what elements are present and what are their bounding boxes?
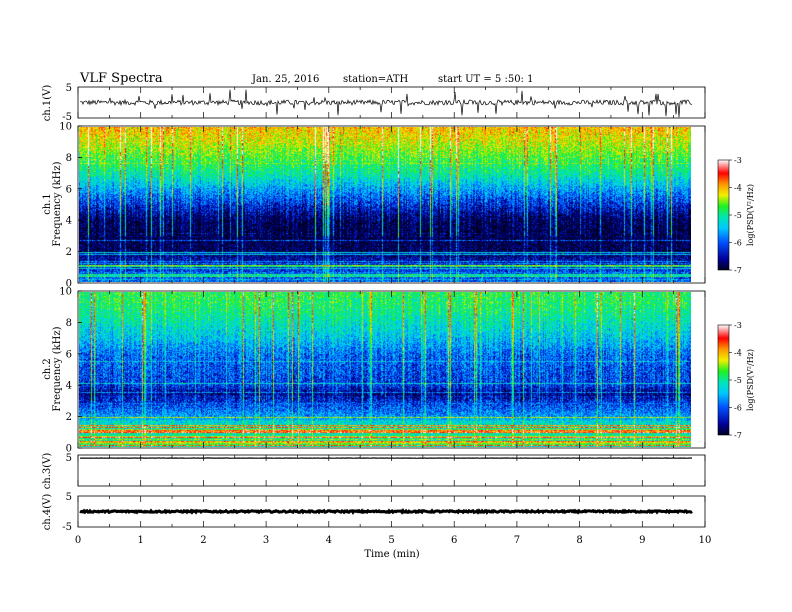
time-tick-label: 4 bbox=[326, 535, 332, 546]
time-tick-label: 8 bbox=[576, 535, 582, 546]
ch4-trace bbox=[79, 508, 693, 515]
ch1-colorbar-label: log(PSD(V²/Hz) bbox=[746, 184, 755, 246]
ch2-colorbar-tick-label: -7 bbox=[734, 431, 742, 440]
ch2-colorbar-tick-label: -3 bbox=[734, 321, 742, 330]
ch2-spectrogram-image bbox=[79, 292, 691, 447]
ch3-waveform-ylabel: ch.3(V) bbox=[42, 453, 53, 490]
time-axis-label: Time (min) bbox=[364, 549, 419, 560]
ch1-spectrogram-ylabel-frequency: Frequency (kHz) bbox=[52, 161, 63, 246]
ch2-colorbar: -3 -4 -5 -6 -7 log(PSD(V²/Hz) bbox=[717, 321, 755, 440]
ch2-spec-ytick-label: 4 bbox=[66, 381, 72, 392]
ch1-spec-ytick-label: 4 bbox=[66, 216, 72, 227]
ch2-spec-ytick-label: 8 bbox=[66, 318, 72, 329]
ch1-waveform-ylabel: ch.1(V) bbox=[42, 85, 53, 122]
time-ticks bbox=[77, 87, 706, 527]
ch1-spec-ytick-label: 6 bbox=[66, 184, 72, 195]
figure-title: VLF Spectra bbox=[79, 71, 163, 86]
spec2-bitmap bbox=[79, 292, 691, 447]
ch1-spec-ytick-label: 10 bbox=[59, 122, 72, 133]
ch2-spectrogram-ylabel-frequency: Frequency (kHz) bbox=[52, 326, 63, 411]
time-tick-label: 1 bbox=[138, 535, 144, 546]
start-time-label: start UT = 5 :50: 1 bbox=[438, 74, 533, 85]
time-tick-label: 7 bbox=[514, 535, 520, 546]
ch1-spec-ytick-label: 0 bbox=[66, 279, 72, 290]
ch2-spectrogram-ylabel-channel: ch.2 bbox=[42, 358, 53, 380]
ch1-colorbar-tick-label: -4 bbox=[734, 184, 742, 193]
ch2-colorbar-tick-label: -5 bbox=[734, 376, 742, 385]
ch4-ytick-top: 5 bbox=[66, 492, 72, 503]
ch1-ytick-top: 5 bbox=[66, 83, 72, 94]
ch2-colorbar-tick-label: -6 bbox=[734, 404, 742, 413]
time-tick-label: 0 bbox=[75, 535, 81, 546]
spec1-bitmap bbox=[79, 127, 691, 282]
ch1-colorbar-tick-label: -7 bbox=[734, 266, 742, 275]
ch1-colorbar-tick-label: -5 bbox=[734, 211, 742, 220]
ch1-colorbar-tick-label: -6 bbox=[734, 239, 742, 248]
time-tick-label: 3 bbox=[263, 535, 269, 546]
time-tick-label: 9 bbox=[639, 535, 645, 546]
ch4-ytick-bottom: -5 bbox=[62, 522, 72, 533]
ch1-spectrogram-image bbox=[79, 127, 691, 282]
time-tick-label: 10 bbox=[699, 535, 712, 546]
ch1-spec-ytick-label: 2 bbox=[66, 247, 72, 258]
ch1-ytick-bottom: -5 bbox=[62, 112, 72, 123]
time-tick-label: 2 bbox=[200, 535, 206, 546]
ch4-waveform-ylabel: ch.4(V) bbox=[42, 494, 53, 531]
ch3-waveform-panel: 5 ch.3(V) bbox=[42, 453, 706, 490]
ch2-colorbar-gradient bbox=[717, 324, 730, 436]
ch1-spec-ytick-label: 8 bbox=[66, 153, 72, 164]
ch2-colorbar-label: log(PSD(V²/Hz) bbox=[746, 349, 755, 411]
ch1-colorbar-gradient bbox=[717, 159, 730, 271]
ch1-spectrogram-ylabel-channel: ch.1 bbox=[42, 193, 53, 215]
date-label: Jan. 25, 2016 bbox=[251, 74, 319, 85]
ch2-spectrogram-panel: 0 2 4 6 8 10 ch.2 Frequency (kHz) -3 -4 -5 -6 -7 … bbox=[42, 287, 755, 455]
ch1-colorbar-tick-label: -3 bbox=[734, 156, 742, 165]
ch2-spec-ytick-label: 2 bbox=[66, 412, 72, 423]
ch1-waveform-panel: 5 -5 ch.1(V) bbox=[42, 83, 706, 123]
ch2-spec-ytick-label: 0 bbox=[66, 444, 72, 455]
station-label: station=ATH bbox=[343, 74, 409, 85]
ch1-colorbar: -3 -4 -5 -6 -7 log(PSD(V²/Hz) bbox=[717, 156, 755, 275]
ch2-spec-ytick-label: 6 bbox=[66, 349, 72, 360]
time-tick-label: 6 bbox=[451, 535, 457, 546]
ch2-colorbar-tick-label: -4 bbox=[734, 349, 742, 358]
ch2-spec-ytick-label: 10 bbox=[59, 287, 72, 298]
ch3-ytick-top: 5 bbox=[66, 453, 72, 464]
time-tick-label: 5 bbox=[388, 535, 394, 546]
ch1-trace bbox=[79, 89, 693, 118]
ch1-spectrogram-panel: 0 2 4 6 8 10 ch.1 Frequency (kHz) -3 -4 -5 -6 -7 … bbox=[42, 122, 755, 290]
